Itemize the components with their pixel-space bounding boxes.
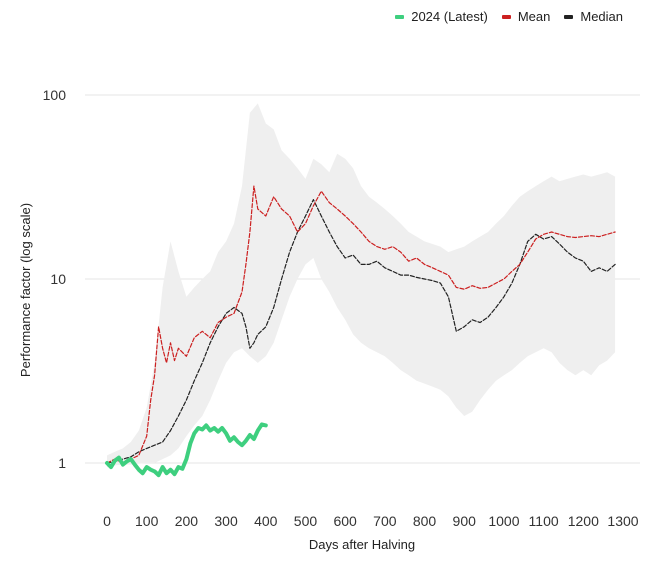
legend-label-median: Median: [580, 9, 623, 24]
y-tick-label: 1: [58, 455, 66, 471]
x-tick-label: 700: [373, 513, 397, 529]
x-tick-label: 1200: [568, 513, 599, 529]
x-tick-label: 200: [175, 513, 199, 529]
legend-swatch-latest: [395, 14, 405, 19]
legend-item-median: Median: [564, 9, 623, 24]
y-tick-label: 10: [50, 271, 66, 287]
x-tick-label: 800: [413, 513, 437, 529]
x-tick-label: 300: [214, 513, 238, 529]
legend-swatch-mean: [501, 14, 511, 19]
legend-label-mean: Mean: [517, 9, 551, 24]
x-tick-label: 0: [103, 513, 111, 529]
x-axis-ticks: 0 100 200 300 400 500 600 700 800 900 1000 1100 1200…: [103, 513, 639, 529]
series-lines: [105, 185, 616, 478]
range-band: [107, 103, 616, 468]
x-tick-label: 500: [294, 513, 318, 529]
x-axis-label: Days after Halving: [309, 537, 415, 552]
legend-label-latest: 2024 (Latest): [411, 9, 488, 24]
x-tick-label: 900: [453, 513, 477, 529]
x-tick-label: 100: [135, 513, 159, 529]
range-band-area: [107, 103, 616, 468]
x-tick-label: 1300: [607, 513, 638, 529]
y-axis-label: Performance factor (log scale): [18, 203, 33, 377]
x-tick-label: 600: [333, 513, 357, 529]
y-axis-ticks: 1 10 100: [43, 87, 67, 471]
y-tick-label: 100: [43, 87, 67, 103]
series-line-median: [106, 199, 616, 464]
x-tick-label: 1000: [488, 513, 519, 529]
series-line-2024-latest: [105, 422, 268, 478]
legend-item-latest: 2024 (Latest): [395, 9, 488, 24]
legend: 2024 (Latest) Mean Median: [395, 9, 623, 24]
series-line-mean: [106, 185, 616, 464]
legend-item-mean: Mean: [501, 9, 551, 24]
legend-swatch-median: [564, 14, 574, 19]
x-tick-label: 1100: [529, 513, 559, 529]
x-tick-label: 400: [254, 513, 278, 529]
